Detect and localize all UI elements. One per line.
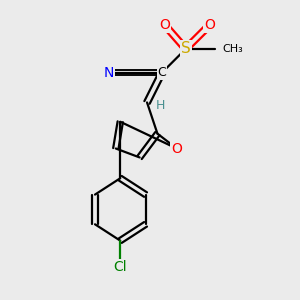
Text: S: S [181, 41, 190, 56]
Text: O: O [171, 142, 182, 155]
Text: C: C [158, 66, 166, 79]
Text: H: H [156, 99, 165, 112]
Text: Cl: Cl [113, 260, 127, 274]
Text: N: N [103, 66, 114, 80]
Text: O: O [204, 18, 215, 32]
Text: O: O [159, 18, 170, 32]
Text: CH₃: CH₃ [223, 44, 244, 54]
